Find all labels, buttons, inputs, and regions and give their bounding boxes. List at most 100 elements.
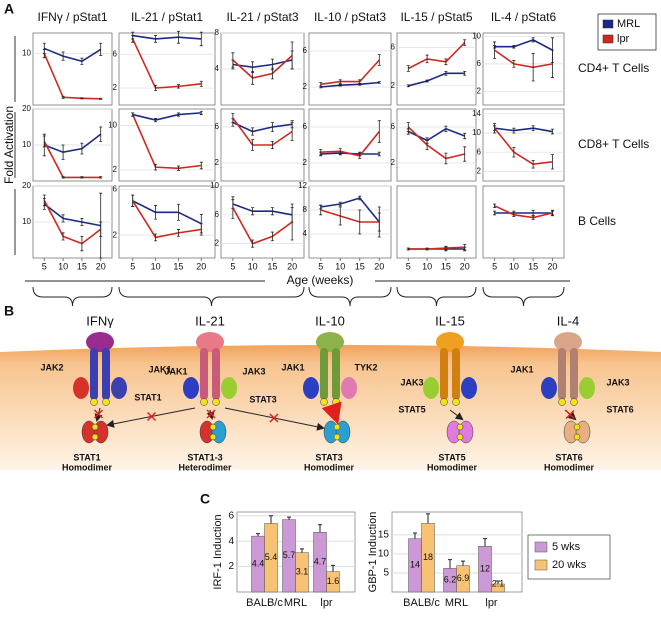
error-bar: [463, 39, 467, 46]
value-label: 5.4: [265, 552, 278, 562]
value-label: 4.4: [252, 558, 265, 568]
jak: [579, 377, 595, 399]
error-bar: [61, 214, 65, 223]
value-label: 6.9: [457, 573, 470, 583]
series-line: [493, 127, 553, 166]
row-label: CD4+ T Cells: [578, 61, 649, 75]
error-bar: [448, 559, 452, 569]
error-bar: [531, 53, 535, 82]
y-tick-label: 10: [210, 181, 219, 190]
x-tick-label: 15: [267, 261, 277, 271]
brace: [308, 286, 392, 307]
y-tick-label: 2: [303, 158, 308, 167]
error-bar: [319, 82, 323, 87]
error-bar: [338, 201, 342, 207]
y-tick-label: 15: [378, 529, 390, 540]
plot-frame: [482, 108, 565, 182]
dimer-label: Heterodimer: [178, 462, 232, 472]
kinase-label: JAK3: [606, 377, 629, 387]
value-label: 18: [423, 552, 433, 562]
y-tick-label: 6: [215, 210, 220, 219]
brace: [32, 286, 113, 307]
y-tick-label: 6: [113, 49, 118, 58]
kinase-label: STAT5: [398, 404, 425, 414]
cytokine: [86, 332, 114, 352]
error-bar: [251, 207, 255, 216]
legend-swatch: [602, 34, 614, 44]
receptor-chain: [102, 348, 110, 400]
error-bar: [463, 244, 467, 251]
brace: [118, 286, 305, 307]
x-tick-label: 20: [460, 261, 470, 271]
cytokine: [196, 332, 224, 352]
phospho: [200, 398, 208, 406]
jak: [541, 377, 557, 399]
error-bar: [61, 232, 65, 241]
plot-frame: [308, 108, 392, 182]
phospho: [90, 398, 98, 406]
series-line: [43, 53, 101, 100]
error-bar: [176, 84, 180, 89]
error-bar: [444, 71, 448, 76]
y-tick-label: 10: [108, 121, 117, 130]
receptor-chain: [90, 348, 98, 400]
dimer-label: Homodimer: [62, 462, 113, 472]
error-bar: [61, 144, 65, 160]
x-tick-label: BALB/c: [246, 597, 283, 609]
error-bar: [512, 147, 516, 158]
value-label: 2.1: [492, 578, 505, 588]
phospho: [573, 433, 581, 441]
error-bar: [550, 49, 554, 78]
error-bar: [154, 163, 158, 171]
error-bar: [425, 247, 429, 251]
dimer-label: STAT1: [73, 452, 100, 462]
series-line: [43, 203, 101, 227]
error-bar: [199, 80, 203, 87]
value-label: 6.2: [444, 575, 457, 585]
y-tick-label: 6: [477, 147, 482, 156]
phospho: [209, 433, 217, 441]
error-bar: [338, 148, 342, 155]
error-bar: [483, 538, 487, 547]
panel-label: A: [4, 1, 14, 17]
error-bar: [61, 95, 65, 99]
series-line: [43, 47, 102, 63]
x-tick-label: 20: [96, 261, 106, 271]
block-mark: [565, 409, 575, 420]
error-bar: [358, 195, 362, 201]
x-tick-label: 20: [196, 261, 206, 271]
error-bar: [531, 37, 535, 43]
y-tick-label: 2: [228, 561, 234, 572]
error-bar: [99, 42, 103, 57]
phospho: [332, 398, 340, 406]
error-bar: [231, 113, 235, 123]
x-tick-label: 20: [374, 261, 384, 271]
error-bar: [199, 161, 203, 170]
y-tick-label: 2: [477, 86, 482, 95]
error-bar: [338, 79, 342, 84]
series-line: [232, 59, 293, 69]
series-line: [43, 141, 101, 179]
error-bar: [318, 524, 322, 533]
y-axis-title: IRF-1 Induction: [212, 514, 224, 589]
error-bar: [493, 123, 497, 134]
cytokine: [554, 332, 582, 352]
jak: [423, 377, 439, 399]
panel-label: B: [4, 303, 14, 319]
error-bar: [300, 548, 304, 553]
cytokine-label: IL-21: [195, 313, 225, 328]
error-bar: [290, 122, 294, 141]
error-bar: [61, 51, 65, 61]
block-mark: [146, 411, 157, 422]
chart-title: IL-21 / pStat3: [226, 10, 298, 24]
phospho: [570, 398, 578, 406]
legend-box: [527, 534, 611, 580]
y-tick-label: 2: [391, 81, 396, 90]
x-title-bg: [265, 273, 375, 289]
error-bar: [251, 127, 255, 136]
y-tick-label: 4: [228, 536, 234, 547]
y-tick-label: 2: [303, 82, 308, 91]
error-bar: [531, 159, 535, 169]
plot-frame: [220, 185, 305, 259]
error-bar: [425, 79, 429, 83]
